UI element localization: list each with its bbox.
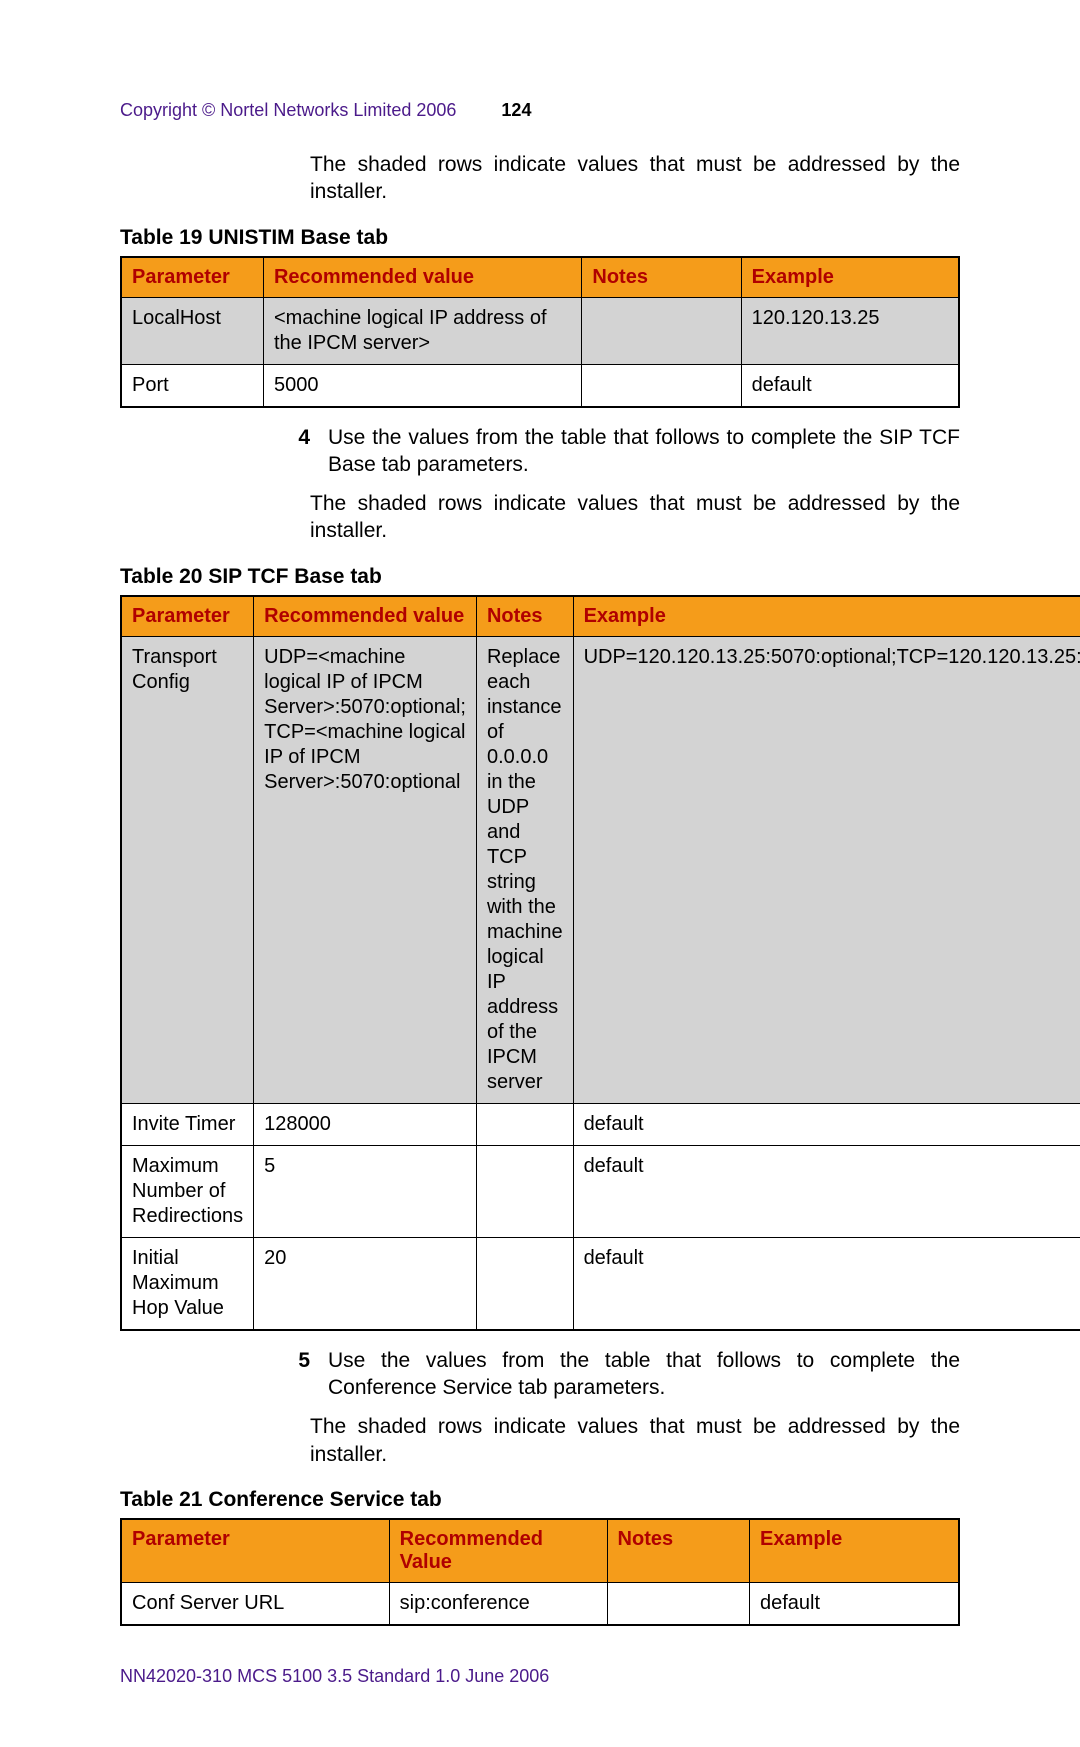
table19: ParameterRecommended valueNotesExampleLo… (120, 256, 960, 408)
table-cell: 5000 (263, 364, 581, 407)
table-header-cell: Parameter (121, 1519, 389, 1583)
table-row: LocalHost<machine logical IP address of … (121, 297, 959, 364)
intro-text-2: The shaded rows indicate values that mus… (310, 490, 960, 545)
table-header-cell: Recommended Value (389, 1519, 607, 1583)
step-text: Use the values from the table that follo… (328, 1347, 960, 1402)
table-row: Transport ConfigUDP=<machine logical IP … (121, 636, 1080, 1103)
document-page: Copyright © Nortel Networks Limited 2006… (0, 0, 1080, 1747)
copyright-text: Copyright © Nortel Networks Limited 2006 (120, 100, 456, 120)
table-cell: default (573, 1145, 1080, 1237)
table-row: Port5000 default (121, 364, 959, 407)
table-cell: 120.120.13.25 (741, 297, 959, 364)
table20: ParameterRecommended valueNotesExampleTr… (120, 595, 1080, 1331)
footer-text: NN42020-310 MCS 5100 3.5 Standard 1.0 Ju… (120, 1666, 960, 1687)
table-header-cell: Recommended value (254, 596, 477, 637)
step-5: 5 Use the values from the table that fol… (260, 1347, 960, 1402)
page-number: 124 (501, 100, 531, 120)
table-row: Initial Maximum Hop Value20 default (121, 1237, 1080, 1330)
table-header-cell: Example (749, 1519, 959, 1583)
table-cell: Replace each instance of 0.0.0.0 in the … (476, 636, 573, 1103)
page-header: Copyright © Nortel Networks Limited 2006… (120, 100, 960, 121)
step-number: 5 (260, 1347, 328, 1402)
table21: ParameterRecommended ValueNotesExampleCo… (120, 1518, 960, 1626)
table-cell: 128000 (254, 1103, 477, 1145)
table-cell: default (749, 1582, 959, 1625)
table-cell: Invite Timer (121, 1103, 254, 1145)
table-cell: Transport Config (121, 636, 254, 1103)
table-cell: sip:conference (389, 1582, 607, 1625)
table-row: Invite Timer128000 default (121, 1103, 1080, 1145)
table-cell: Conf Server URL (121, 1582, 389, 1625)
table-cell: UDP=120.120.13.25:5070:optional;TCP=120.… (573, 636, 1080, 1103)
table-header-cell: Notes (476, 596, 573, 637)
table-cell: UDP=<machine logical IP of IPCM Server>:… (254, 636, 477, 1103)
table-cell (476, 1237, 573, 1330)
table-header-cell: Parameter (121, 596, 254, 637)
step-number: 4 (260, 424, 328, 479)
table-cell: LocalHost (121, 297, 263, 364)
table-cell: default (741, 364, 959, 407)
table-cell: default (573, 1237, 1080, 1330)
table-cell: default (573, 1103, 1080, 1145)
intro-text-1: The shaded rows indicate values that mus… (310, 151, 960, 206)
table-header-cell: Example (741, 257, 959, 298)
step-4: 4 Use the values from the table that fol… (260, 424, 960, 479)
table19-caption: Table 19 UNISTIM Base tab (120, 226, 960, 250)
table-header-cell: Notes (582, 257, 741, 298)
table-header-cell: Notes (607, 1519, 749, 1583)
table-cell: Maximum Number of Redirections (121, 1145, 254, 1237)
table-cell (582, 364, 741, 407)
table-cell: Port (121, 364, 263, 407)
step-text: Use the values from the table that follo… (328, 424, 960, 479)
table-row: Maximum Number of Redirections5 default (121, 1145, 1080, 1237)
table-row: Conf Server URLsip:conference default (121, 1582, 959, 1625)
table-cell: Initial Maximum Hop Value (121, 1237, 254, 1330)
table-cell: 20 (254, 1237, 477, 1330)
table-cell (582, 297, 741, 364)
table-header-cell: Example (573, 596, 1080, 637)
table20-caption: Table 20 SIP TCF Base tab (120, 565, 960, 589)
table-cell (476, 1145, 573, 1237)
table-cell: <machine logical IP address of the IPCM … (263, 297, 581, 364)
table-header-cell: Parameter (121, 257, 263, 298)
table-cell (607, 1582, 749, 1625)
table-header-cell: Recommended value (263, 257, 581, 298)
intro-text-3: The shaded rows indicate values that mus… (310, 1413, 960, 1468)
table21-caption: Table 21 Conference Service tab (120, 1488, 960, 1512)
table-cell (476, 1103, 573, 1145)
table-cell: 5 (254, 1145, 477, 1237)
